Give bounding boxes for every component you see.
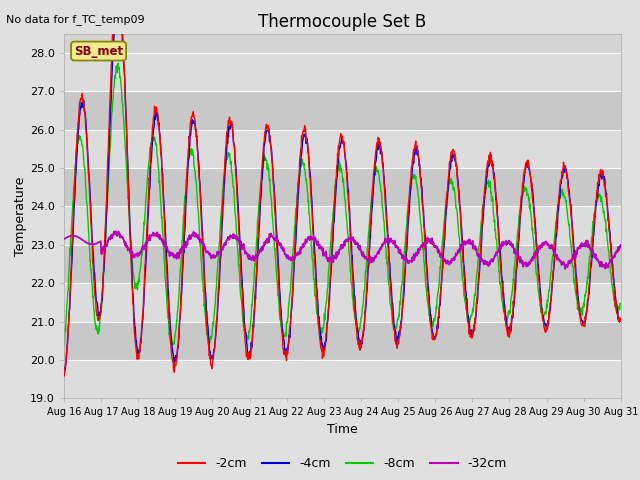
Bar [64,322,621,360]
Bar [64,360,621,398]
Y-axis label: Temperature: Temperature [14,176,28,256]
Title: Thermocouple Set B: Thermocouple Set B [259,12,426,31]
Bar [64,53,621,91]
Bar [64,130,621,168]
X-axis label: Time: Time [327,423,358,436]
Bar [64,91,621,130]
Bar [64,245,621,283]
Bar [64,206,621,245]
Bar [64,168,621,206]
Bar [64,283,621,322]
Text: SB_met: SB_met [74,45,123,58]
Text: No data for f_TC_temp09: No data for f_TC_temp09 [6,14,145,25]
Legend: -2cm, -4cm, -8cm, -32cm: -2cm, -4cm, -8cm, -32cm [173,452,512,475]
